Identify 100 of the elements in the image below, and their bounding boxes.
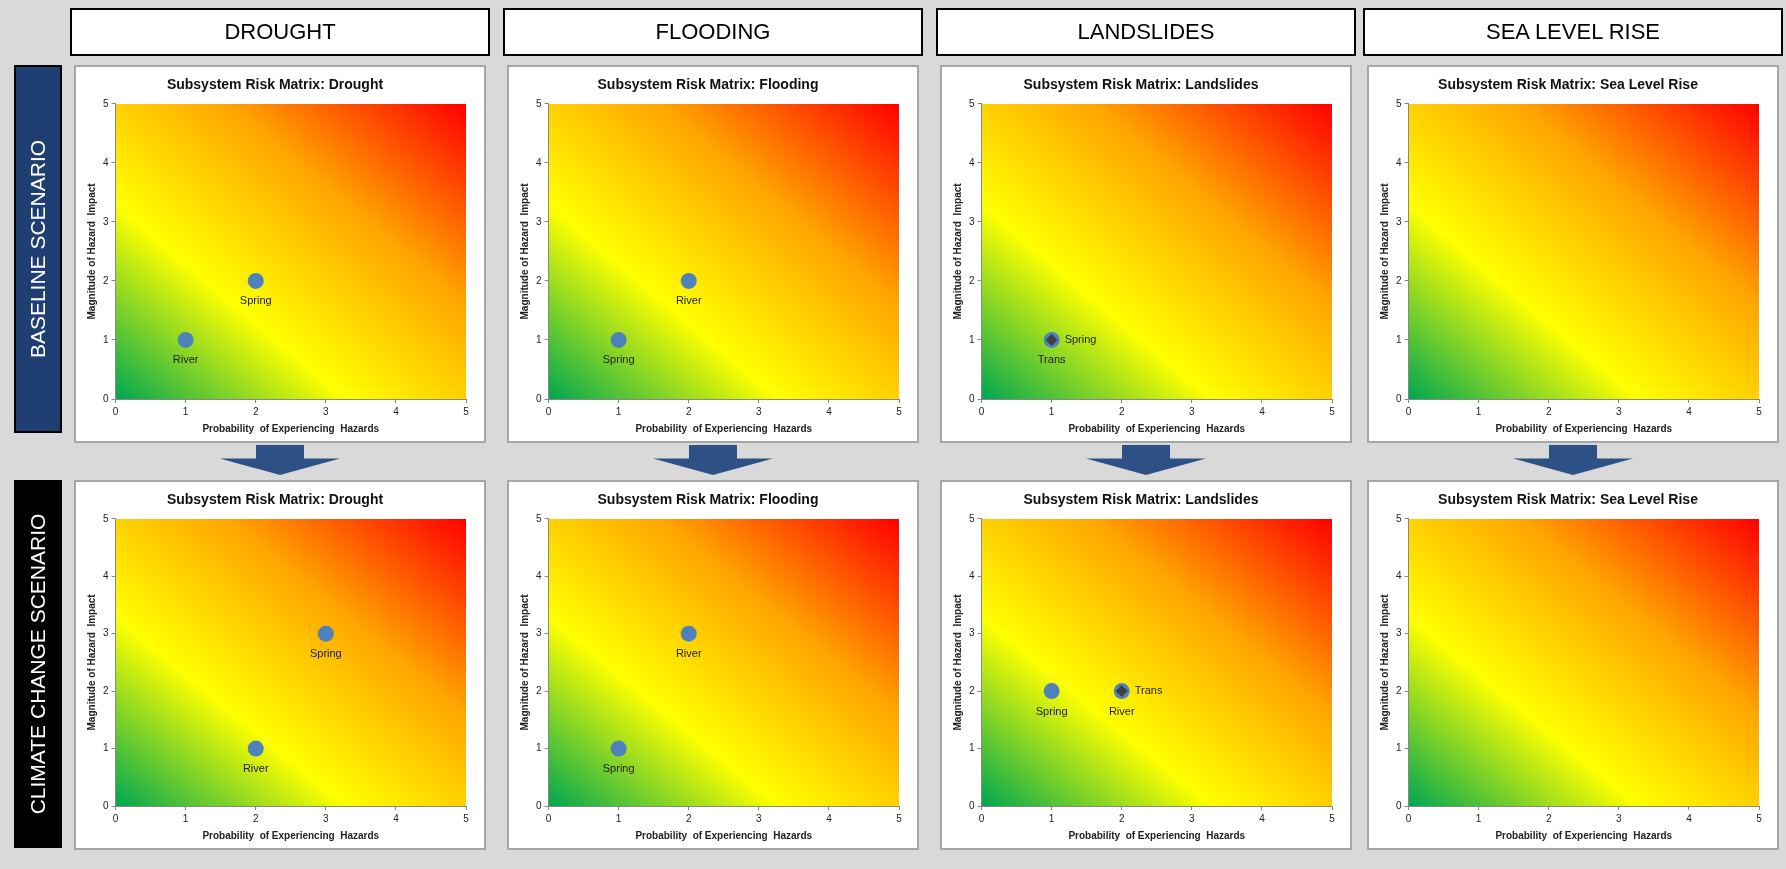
series-label: River bbox=[1108, 704, 1135, 717]
y-axis-title: Magnitude of Hazard Impact bbox=[85, 182, 97, 320]
x-tick-label: 4 bbox=[393, 405, 400, 417]
x-tick-label: 5 bbox=[463, 405, 470, 417]
x-tick-label: 4 bbox=[1686, 405, 1693, 417]
y-tick-label: 1 bbox=[103, 742, 109, 754]
y-tick-label: 3 bbox=[103, 215, 109, 227]
x-tick-label: 2 bbox=[252, 812, 259, 824]
series-label: Spring bbox=[1064, 332, 1097, 345]
x-tick-label: 1 bbox=[182, 812, 189, 824]
y-tick-label: 3 bbox=[1396, 215, 1402, 227]
x-tick-label: 4 bbox=[1686, 812, 1693, 824]
x-tick-label: 3 bbox=[323, 812, 330, 824]
x-axis-title: Probability of Experiencing Hazards bbox=[202, 829, 380, 841]
x-tick-label: 0 bbox=[978, 812, 985, 824]
x-tick-label: 3 bbox=[1616, 405, 1623, 417]
x-axis-title: Probability of Experiencing Hazards bbox=[635, 422, 813, 434]
x-tick-label: 1 bbox=[1475, 405, 1482, 417]
x-tick-label: 1 bbox=[1475, 812, 1482, 824]
x-tick-label: 3 bbox=[1616, 812, 1623, 824]
x-tick-label: 0 bbox=[112, 405, 119, 417]
y-tick-label: 2 bbox=[536, 274, 542, 286]
y-tick-label: 0 bbox=[1396, 392, 1402, 404]
x-tick-label: 2 bbox=[1545, 405, 1552, 417]
chart-title: Subsystem Risk Matrix: Flooding bbox=[597, 491, 819, 508]
text: LANDSLIDES bbox=[936, 8, 1356, 56]
y-tick-label: 0 bbox=[103, 392, 109, 404]
y-tick-label: 1 bbox=[536, 333, 542, 345]
x-tick-label: 1 bbox=[1048, 405, 1055, 417]
y-tick-label: 5 bbox=[969, 512, 975, 524]
series-label: River bbox=[242, 762, 269, 775]
x-tick-label: 2 bbox=[685, 812, 692, 824]
y-tick-label: 2 bbox=[969, 274, 975, 286]
text: DROUGHT bbox=[70, 8, 490, 56]
y-tick-label: 1 bbox=[969, 333, 975, 345]
series-label: Spring bbox=[602, 353, 635, 366]
series-label: Trans bbox=[1037, 353, 1066, 366]
series-label: Spring bbox=[309, 647, 342, 660]
x-tick-label: 1 bbox=[1048, 812, 1055, 824]
y-tick-label: 5 bbox=[1396, 97, 1402, 109]
y-tick-label: 2 bbox=[103, 274, 109, 286]
y-tick-label: 1 bbox=[1396, 742, 1402, 754]
x-tick-label: 5 bbox=[1756, 812, 1763, 824]
x-tick-label: 5 bbox=[1756, 405, 1763, 417]
y-tick-label: 3 bbox=[536, 627, 542, 639]
y-tick-label: 2 bbox=[1396, 684, 1402, 696]
y-tick-label: 0 bbox=[536, 799, 542, 811]
series-label: Spring bbox=[1035, 704, 1068, 717]
x-tick-label: 2 bbox=[252, 405, 259, 417]
y-tick-label: 0 bbox=[103, 799, 109, 811]
x-tick-label: 4 bbox=[1259, 812, 1266, 824]
x-axis-title: Probability of Experiencing Hazards bbox=[1495, 422, 1673, 434]
x-tick-label: 0 bbox=[545, 812, 552, 824]
y-tick-label: 1 bbox=[1396, 333, 1402, 345]
chart-title: Subsystem Risk Matrix: Drought bbox=[166, 76, 384, 93]
y-tick-label: 5 bbox=[103, 97, 109, 109]
x-tick-label: 3 bbox=[756, 812, 763, 824]
series-label: Spring bbox=[239, 294, 272, 307]
y-tick-label: 4 bbox=[536, 569, 542, 581]
y-axis-title: Magnitude of Hazard Impact bbox=[518, 593, 530, 731]
y-tick-label: 2 bbox=[103, 684, 109, 696]
x-tick-label: 5 bbox=[896, 812, 903, 824]
y-tick-label: 3 bbox=[536, 215, 542, 227]
chart-title: Subsystem Risk Matrix: Landslides bbox=[1023, 491, 1259, 508]
x-axis-title: Probability of Experiencing Hazards bbox=[1068, 829, 1246, 841]
x-tick-label: 5 bbox=[463, 812, 470, 824]
x-tick-label: 3 bbox=[1189, 812, 1196, 824]
y-tick-label: 0 bbox=[536, 392, 542, 404]
x-tick-label: 1 bbox=[182, 405, 189, 417]
chart-title: Subsystem Risk Matrix: Sea Level Rise bbox=[1438, 76, 1699, 93]
x-axis-title: Probability of Experiencing Hazards bbox=[635, 829, 813, 841]
y-tick-label: 3 bbox=[103, 627, 109, 639]
y-tick-label: 4 bbox=[536, 156, 542, 168]
y-axis-title: Magnitude of Hazard Impact bbox=[1378, 593, 1390, 731]
y-tick-label: 4 bbox=[969, 156, 975, 168]
y-tick-label: 5 bbox=[969, 97, 975, 109]
y-tick-label: 2 bbox=[969, 684, 975, 696]
x-tick-label: 4 bbox=[393, 812, 400, 824]
x-tick-label: 4 bbox=[1259, 405, 1266, 417]
x-tick-label: 4 bbox=[826, 405, 833, 417]
x-axis-title: Probability of Experiencing Hazards bbox=[202, 422, 380, 434]
y-tick-label: 1 bbox=[103, 333, 109, 345]
y-tick-label: 5 bbox=[1396, 512, 1402, 524]
y-tick-label: 4 bbox=[103, 569, 109, 581]
x-tick-label: 5 bbox=[1329, 812, 1336, 824]
text: FLOODING bbox=[503, 8, 923, 56]
y-axis-title: Magnitude of Hazard Impact bbox=[1378, 182, 1390, 320]
y-tick-label: 0 bbox=[1396, 799, 1402, 811]
x-axis-title: Probability of Experiencing Hazards bbox=[1495, 829, 1673, 841]
y-tick-label: 0 bbox=[969, 799, 975, 811]
y-tick-label: 5 bbox=[103, 512, 109, 524]
y-tick-label: 1 bbox=[969, 742, 975, 754]
y-tick-label: 4 bbox=[1396, 569, 1402, 581]
chart-title: Subsystem Risk Matrix: Drought bbox=[166, 491, 384, 508]
y-axis-title: Magnitude of Hazard Impact bbox=[951, 593, 963, 731]
x-tick-label: 3 bbox=[1189, 405, 1196, 417]
x-tick-label: 0 bbox=[112, 812, 119, 824]
y-tick-label: 0 bbox=[969, 392, 975, 404]
y-tick-label: 4 bbox=[1396, 156, 1402, 168]
y-tick-label: 4 bbox=[103, 156, 109, 168]
